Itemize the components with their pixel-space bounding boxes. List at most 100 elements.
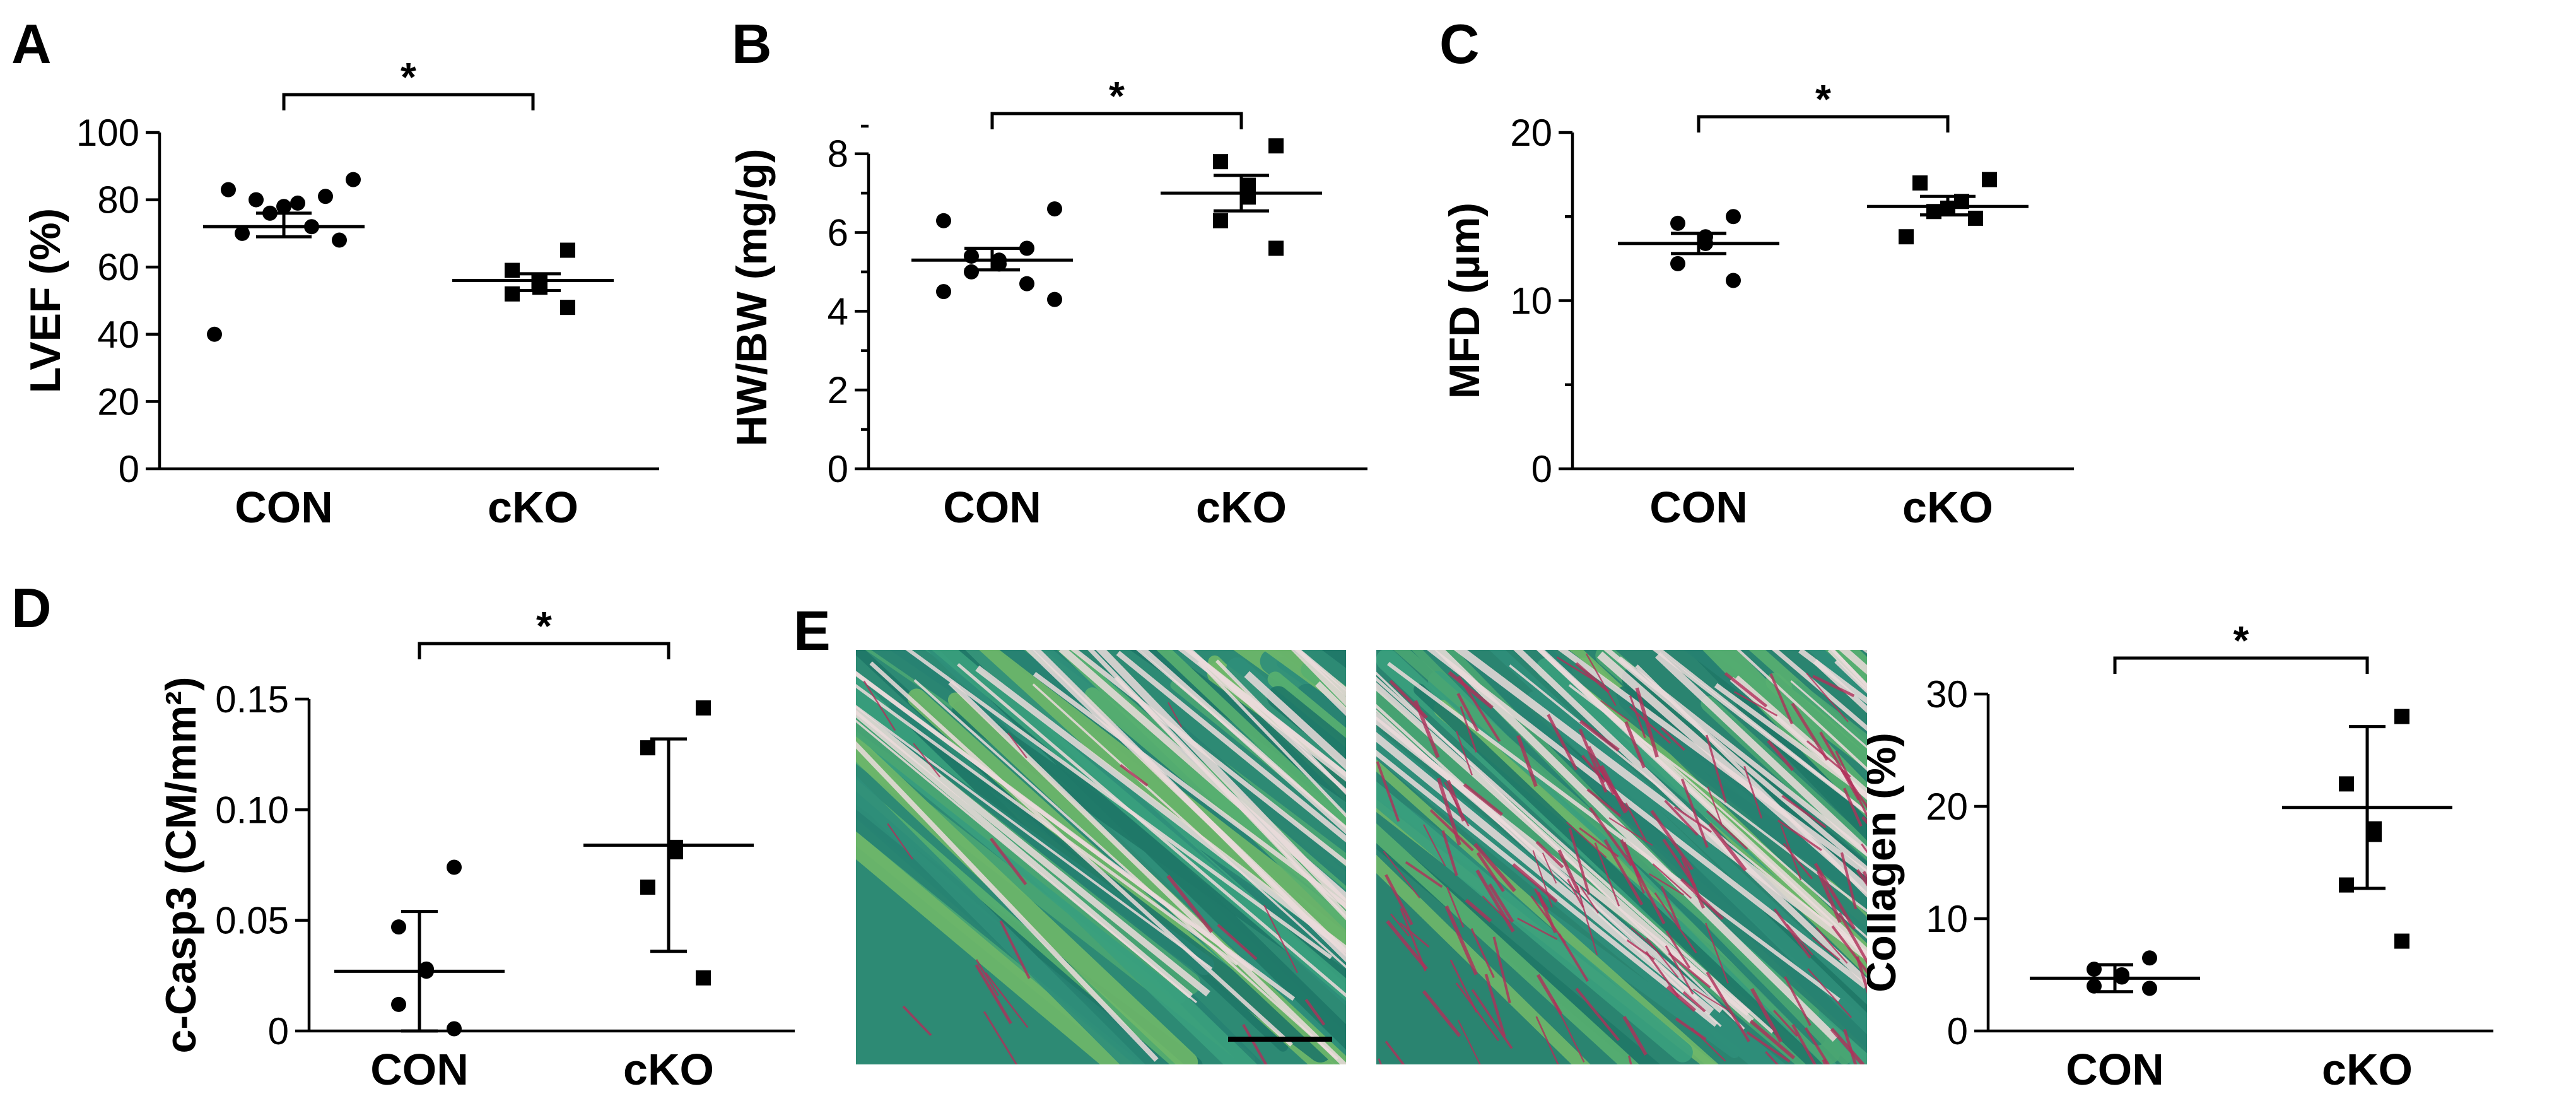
y-tick-label: 4 [828, 290, 848, 333]
data-point [318, 189, 333, 204]
data-point [1213, 213, 1228, 228]
x-category-label: CON [2066, 1045, 2164, 1094]
collagen-strand [1263, 905, 1298, 974]
collagen-strand [1378, 1058, 1382, 1064]
muscle-fiber [1994, 690, 2470, 1096]
collagen-strand [1812, 674, 1855, 697]
collagen-strand [1664, 799, 1699, 836]
interstitial-gap [869, 661, 1293, 1047]
interstitial-gap [1790, 680, 1867, 749]
data-point [276, 199, 291, 215]
collagen-strand [1579, 886, 1600, 914]
muscle-fiber [1376, 823, 1639, 1064]
y-axis-label: LVEF (%) [21, 208, 69, 393]
collagen-strand [1630, 927, 1656, 950]
y-tick-label: 10 [1510, 280, 1552, 322]
panel-letter-d: D [11, 577, 52, 639]
collagen-strand [975, 959, 999, 996]
collagen-strand [1429, 809, 1474, 852]
data-point [2142, 980, 2157, 996]
histology-image-cko [1376, 630, 2517, 1100]
muscle-fiber [2008, 636, 2517, 989]
collagen-strand [1791, 1023, 1817, 1064]
interstitial-gap [1025, 650, 1346, 957]
y-axis-label: HW/BW (mg/g) [728, 148, 776, 446]
collagen-strand [1535, 840, 1564, 869]
x-category-label: cKO [488, 483, 578, 532]
collagen-strand [1532, 850, 1553, 908]
data-point [391, 996, 406, 1012]
collagen-strand [1463, 783, 1504, 816]
collagen-strand [1460, 706, 1477, 753]
significance-bracket [1697, 115, 1950, 132]
collagen-strand [1856, 956, 1867, 994]
collagen-strand [1666, 985, 1697, 1013]
data-point [2394, 933, 2409, 949]
muscle-fiber [1994, 630, 2473, 1033]
collagen-strand [1547, 714, 1578, 771]
collagen-strand [1383, 851, 1420, 898]
interstitial-gap [1215, 659, 1346, 795]
muscle-fiber [856, 734, 1198, 1064]
data-point [207, 326, 222, 342]
collagen-strand [1567, 878, 1584, 908]
data-point [221, 182, 236, 197]
muscle-fiber [1933, 633, 2426, 1013]
y-tick-label: 0 [268, 1010, 289, 1052]
muscle-fiber [1937, 657, 2386, 1100]
collagen-strand [1622, 1015, 1648, 1056]
muscle-fiber [1748, 650, 1867, 756]
collagen-strand [1376, 761, 1400, 822]
collagen-strand [1400, 922, 1430, 948]
y-tick-label: 0 [119, 448, 139, 490]
collagen-strand [1530, 895, 1566, 944]
collagen-strand [1783, 842, 1813, 880]
collagen-strand [913, 743, 941, 778]
significance-bracket [418, 642, 670, 659]
collagen-strand [1484, 974, 1506, 1037]
collagen-strand [1749, 1019, 1796, 1060]
interstitial-gap [975, 665, 1346, 954]
chart-panel-c: 0 10 20 MFD (µm) CON cKO * [1441, 76, 2074, 532]
significance-star: * [1815, 76, 1831, 122]
collagen-strand [1516, 734, 1538, 787]
collagen-strand [1168, 702, 1183, 727]
collagen-strand [1804, 1027, 1830, 1064]
histology-image-con [856, 650, 1346, 1064]
data-point [1268, 240, 1284, 256]
collagen-strand [1217, 924, 1258, 960]
muscle-fiber [856, 831, 1134, 1064]
interstitial-gap [1197, 661, 1346, 818]
collagen-strand [1648, 873, 1685, 896]
interstitial-gap [1376, 709, 1722, 1027]
collagen-strand [1675, 1017, 1707, 1041]
significance-star: * [1109, 73, 1125, 119]
muscle-fiber [1376, 784, 1741, 1059]
collagen-strand [1662, 839, 1697, 887]
collagen-strand [1635, 687, 1659, 758]
y-tick-label: 20 [97, 380, 139, 423]
collagen-strand [1786, 924, 1813, 956]
collagen-strand [1576, 885, 1598, 955]
collagen-strand [990, 837, 1027, 886]
collagen-strand [1724, 672, 1768, 708]
muscle-fiber [1621, 668, 1867, 892]
collagen-strand [1588, 806, 1633, 866]
data-point [1912, 175, 1928, 191]
y-axis-label: c-Casp3 (CM/mm²) [157, 677, 205, 1054]
collagen-strand [1385, 1040, 1405, 1064]
collagen-strand [1512, 863, 1558, 903]
collagen-strand [887, 823, 913, 860]
data-point [447, 1021, 462, 1037]
collagen-strand [1772, 1010, 1798, 1037]
collagen-strand [1386, 920, 1428, 970]
data-point [1968, 210, 1983, 226]
data-point [235, 225, 250, 241]
collagen-strand [1242, 1023, 1268, 1064]
collagen-strand [1446, 886, 1465, 928]
interstitial-gap [1387, 662, 1841, 1002]
interstitial-gap [1617, 656, 1867, 857]
interstitial-gap [948, 680, 1346, 1064]
collagen-strand [1806, 673, 1849, 722]
